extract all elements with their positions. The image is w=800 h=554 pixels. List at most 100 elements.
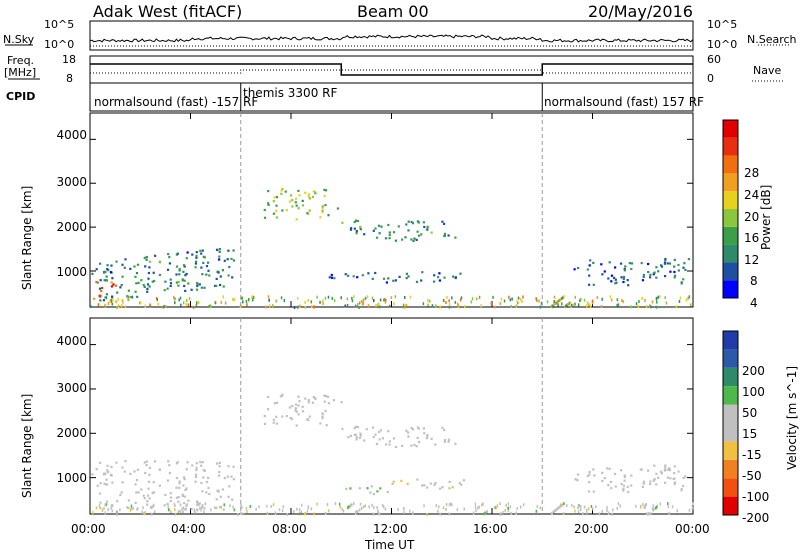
heatmap-cell <box>666 476 670 479</box>
heatmap-cell <box>145 464 148 467</box>
heatmap-cell <box>507 502 510 506</box>
heatmap-cell <box>635 504 637 508</box>
heatmap-cell <box>447 234 450 237</box>
heatmap-cell <box>239 511 242 515</box>
heatmap-cell <box>504 509 506 512</box>
heatmap-cell <box>233 298 235 301</box>
heatmap-cell <box>673 258 676 261</box>
heatmap-cell <box>106 469 109 472</box>
heatmap-cell <box>240 503 242 507</box>
heatmap-cell <box>168 471 171 475</box>
heatmap-cell <box>583 298 586 302</box>
heatmap-cell <box>499 502 501 506</box>
heatmap-cell <box>263 208 266 212</box>
heatmap-cell <box>349 504 352 508</box>
heatmap-cell <box>366 295 369 299</box>
heatmap-cell <box>175 253 178 256</box>
heatmap-cell <box>359 228 362 231</box>
heatmap-cell <box>577 510 580 514</box>
heatmap-cell <box>516 507 518 511</box>
heatmap-cell <box>539 305 542 309</box>
heatmap-cell <box>281 393 284 396</box>
heatmap-cell <box>323 400 326 403</box>
heatmap-cell <box>195 260 198 263</box>
heatmap-cell <box>297 305 299 309</box>
heatmap-cell <box>561 296 563 300</box>
heatmap-cell <box>475 297 478 301</box>
heatmap-cell <box>448 503 451 507</box>
heatmap-cell <box>219 506 222 509</box>
heatmap-cell <box>374 433 377 436</box>
heatmap-cell <box>99 482 102 485</box>
heatmap-cell <box>237 513 239 516</box>
heatmap-cell <box>471 297 474 301</box>
heatmap-cell <box>627 490 630 494</box>
heatmap-cell <box>655 472 658 475</box>
heatmap-cell <box>215 284 218 287</box>
heatmap-cell <box>196 501 199 504</box>
heatmap-cell <box>105 275 108 278</box>
heatmap-cell <box>606 509 608 513</box>
heatmap-cell <box>183 284 186 288</box>
heatmap-cell <box>357 510 359 513</box>
heatmap-cell <box>353 221 356 224</box>
heatmap-cell <box>388 237 391 240</box>
heatmap-cell <box>103 482 106 485</box>
heatmap-cell <box>183 495 186 498</box>
heatmap-cell <box>441 426 444 429</box>
heatmap-cell <box>405 277 408 280</box>
heatmap-cell <box>363 233 366 236</box>
heatmap-cell <box>178 509 181 513</box>
heatmap-cell <box>203 507 206 510</box>
heatmap-cell <box>642 482 645 485</box>
heatmap-cell <box>659 295 661 299</box>
heatmap-cell <box>685 298 688 302</box>
heatmap-cell <box>227 274 230 277</box>
heatmap-cell <box>223 503 225 507</box>
heatmap-cell <box>449 502 452 506</box>
heatmap-cell <box>459 298 462 302</box>
heatmap-cell <box>90 305 92 309</box>
heatmap-cell <box>115 260 118 263</box>
heatmap-cell <box>655 296 658 300</box>
heatmap-cell <box>109 473 112 476</box>
power-cb-tick: 28 <box>744 166 760 180</box>
heatmap-cell <box>617 303 620 307</box>
heatmap-cell <box>220 300 222 304</box>
heatmap-cell <box>218 461 221 464</box>
heatmap-cell <box>129 508 132 512</box>
power-colorbar-swatch <box>723 155 738 174</box>
velocity-colorbar-swatch <box>723 349 738 368</box>
heatmap-cell <box>135 478 139 482</box>
heatmap-cell <box>110 465 113 468</box>
heatmap-cell <box>303 512 306 516</box>
heatmap-cell <box>143 497 146 500</box>
heatmap-cell <box>614 278 617 281</box>
velocity-ytick: 4000 <box>56 334 87 348</box>
heatmap-cell <box>267 395 270 398</box>
heatmap-cell <box>158 273 161 276</box>
heatmap-cell <box>407 275 410 278</box>
heatmap-cell <box>202 476 205 479</box>
heatmap-cell <box>454 236 457 239</box>
heatmap-cell <box>174 301 176 305</box>
nave-tick-top: 60 <box>707 53 721 66</box>
heatmap-cell <box>203 510 205 514</box>
heatmap-cell <box>319 300 321 304</box>
heatmap-cell <box>486 510 488 514</box>
heatmap-cell <box>507 506 509 510</box>
heatmap-cell <box>185 507 187 511</box>
heatmap-cell <box>178 486 181 489</box>
x-tick: 00:00 <box>71 522 106 536</box>
heatmap-cell <box>673 477 676 480</box>
heatmap-cell <box>353 502 355 506</box>
heatmap-cell <box>366 487 369 490</box>
heatmap-cell <box>690 303 692 307</box>
heatmap-cell <box>410 238 413 241</box>
heatmap-cell <box>281 415 284 418</box>
heatmap-cell <box>293 510 295 513</box>
heatmap-cell <box>136 263 139 266</box>
heatmap-cell <box>650 305 652 309</box>
heatmap-cell <box>354 219 357 222</box>
heatmap-cell <box>519 297 522 301</box>
